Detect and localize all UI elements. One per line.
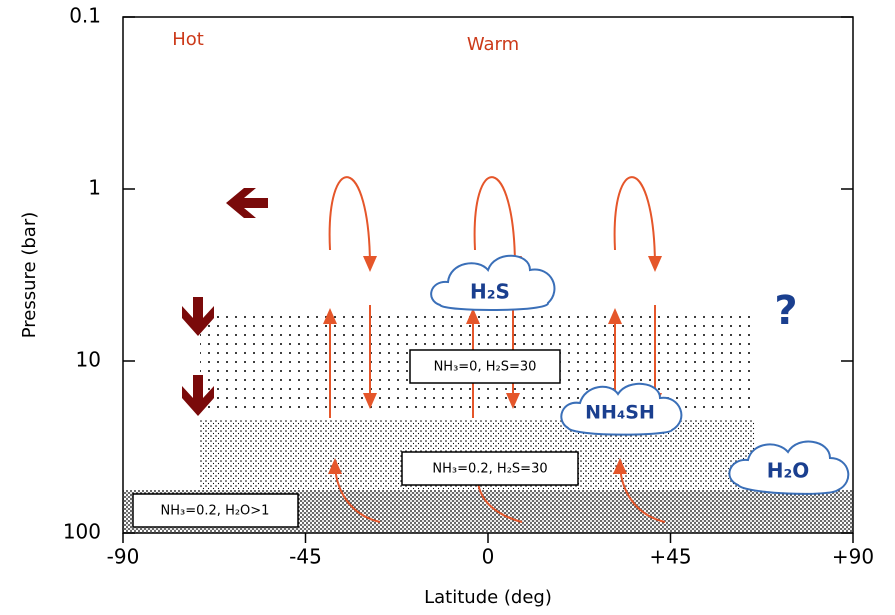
flow-arrows: [182, 188, 268, 416]
annotation: Warm: [467, 34, 519, 55]
boxes: [132, 349, 579, 528]
x-tick-label: +45: [649, 545, 691, 569]
x-tick-label: -45: [289, 545, 322, 569]
cloud-label: NH₄SH: [585, 402, 655, 424]
circulation-arrows: [323, 176, 666, 523]
x-tick-label: -90: [107, 545, 140, 569]
y-tick-label: 0.1: [69, 4, 101, 28]
x-tick-label: +90: [832, 545, 874, 569]
box-label: NH₃=0.2, H₂S=30: [432, 462, 547, 477]
box-label: NH₃=0, H₂S=30: [434, 360, 537, 375]
y-axis-label: Pressure (bar): [19, 212, 40, 338]
y-tick-label: 1: [88, 176, 101, 200]
annotation: Hot: [172, 29, 204, 50]
x-tick-label: 0: [482, 545, 495, 569]
cloud-label: H₂O: [767, 459, 810, 483]
y-tick-label: 10: [76, 348, 101, 372]
clouds: [430, 254, 850, 495]
annotation: ?: [774, 288, 797, 334]
y-tick-label: 100: [63, 520, 101, 544]
box-label: NH₃=0.2, H₂O>1: [161, 504, 270, 519]
x-axis-label: Latitude (deg): [424, 587, 552, 608]
cloud-label: H₂S: [470, 280, 510, 304]
